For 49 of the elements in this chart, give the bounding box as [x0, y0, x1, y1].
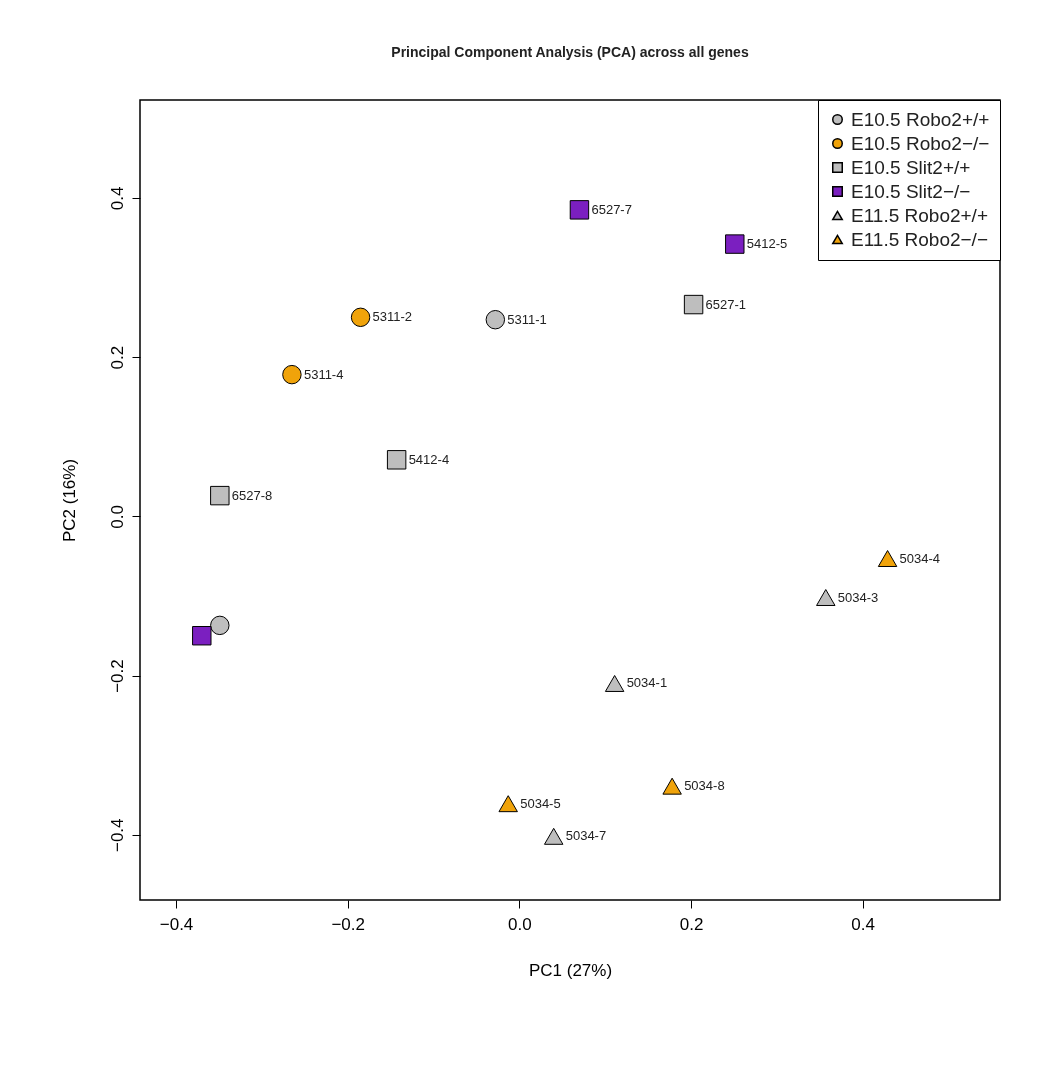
y-tick-label: −0.4 [107, 818, 127, 853]
legend-label: E10.5 Slit2+/+ [851, 156, 971, 178]
point [816, 589, 836, 606]
annotation: 6527-8 [231, 487, 273, 503]
annotation: 6527-7 [591, 201, 632, 217]
x-tick-label: 0.0 [508, 914, 532, 934]
annotation: 5311-2 [372, 309, 413, 325]
y-tick-label: −0.2 [107, 659, 127, 693]
annotation: 5412-4 [408, 451, 450, 467]
point [386, 450, 407, 470]
annotation: 5034-3 [837, 589, 879, 605]
annotation: 5311-1 [507, 311, 547, 327]
y-axis-title: PC2 (16%) [59, 458, 79, 543]
y-tick-label: 0.0 [107, 505, 127, 529]
legend-label: E10.5 Slit2−/− [851, 180, 971, 202]
annotation: 5034-5 [520, 795, 561, 811]
x-tick-label: −0.4 [159, 914, 194, 934]
legend-label: E11.5 Robo2+/+ [851, 204, 988, 226]
point [683, 294, 704, 315]
point [569, 200, 590, 220]
point [350, 307, 371, 328]
point [543, 827, 564, 845]
annotation: 5034-1 [626, 675, 668, 691]
chart-title: Principal Component Analysis (PCA) across all genes [391, 43, 749, 60]
annotation: 5034-4 [899, 550, 941, 566]
point [210, 485, 230, 506]
point [725, 234, 745, 254]
y-tick-label: 0.4 [107, 186, 127, 211]
x-tick-label: −0.2 [331, 914, 365, 934]
annotation: 5034-7 [565, 828, 607, 844]
legend-label: E11.5 Robo2−/− [851, 228, 988, 250]
point [662, 777, 682, 795]
point [877, 550, 898, 567]
annotation: 5034-8 [684, 778, 725, 794]
annotation: 5412-5 [746, 236, 788, 252]
x-tick-label: 0.4 [851, 914, 875, 934]
point [210, 615, 230, 636]
point [604, 675, 625, 692]
point [192, 626, 212, 646]
x-tick-label: 0.2 [679, 914, 704, 934]
annotation: 6527-1 [705, 296, 747, 312]
y-tick-label: 0.2 [107, 345, 127, 370]
annotation: 5311-4 [303, 366, 344, 382]
legend-label: E10.5 Robo2+/+ [851, 108, 990, 130]
point [498, 795, 518, 813]
point [282, 364, 302, 385]
x-axis-title: PC1 (27%) [528, 960, 613, 980]
point [485, 310, 506, 330]
legend-label: E10.5 Robo2−/− [851, 132, 990, 154]
